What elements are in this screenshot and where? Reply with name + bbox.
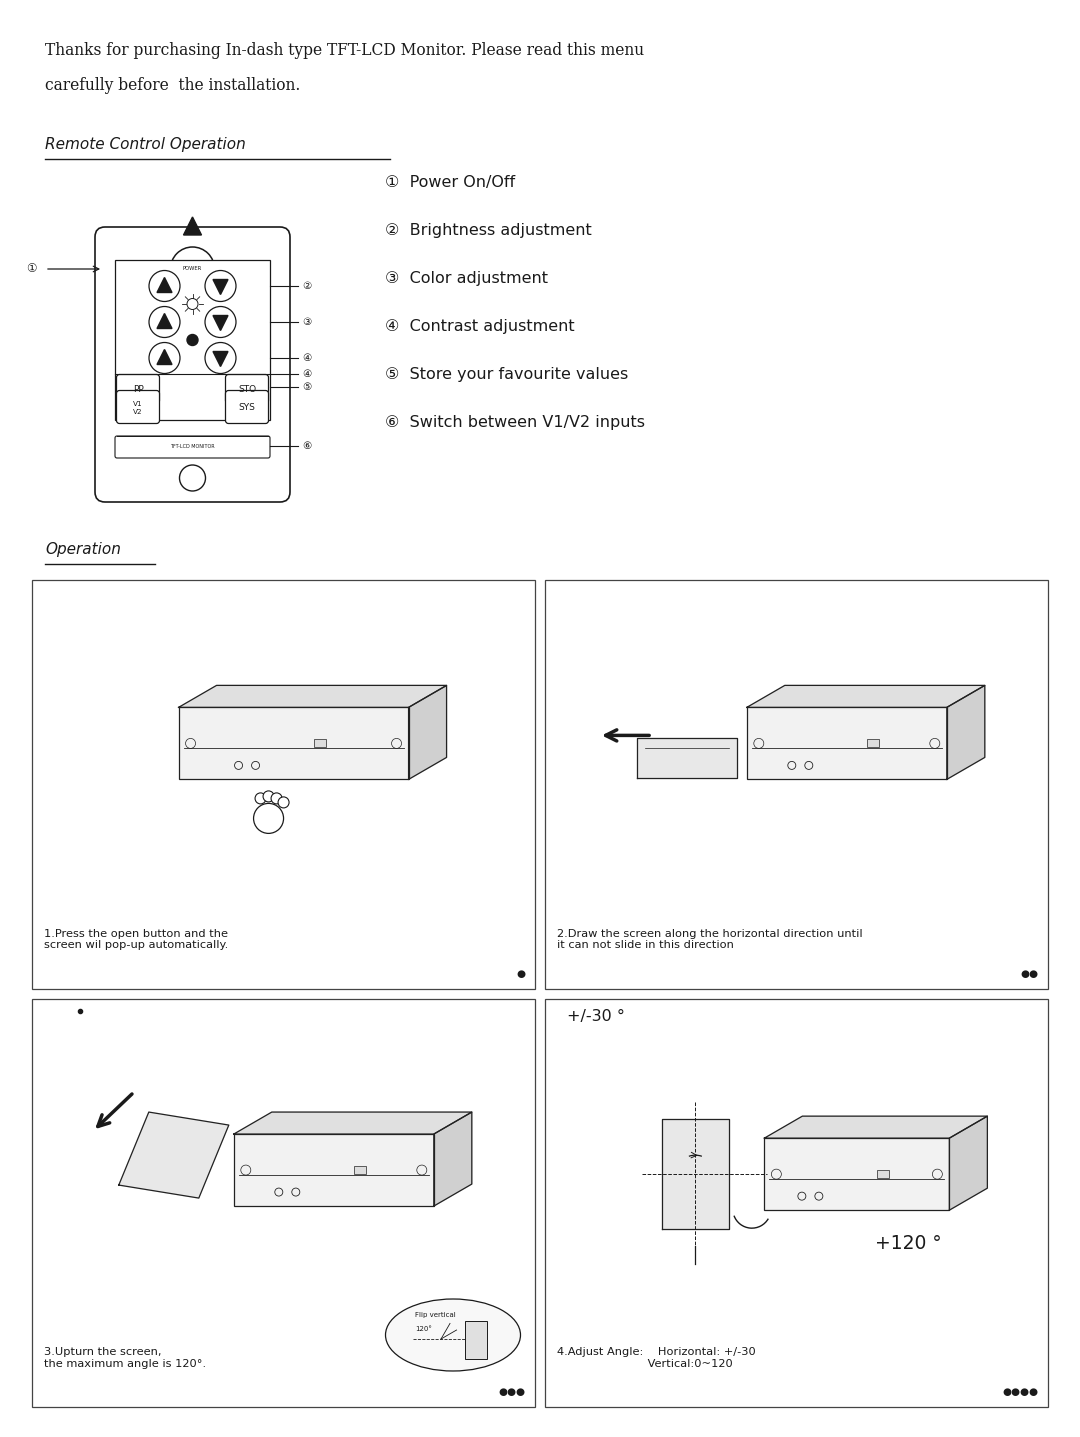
Polygon shape xyxy=(233,1112,472,1134)
Text: ●●●●: ●●●● xyxy=(1002,1387,1038,1397)
Polygon shape xyxy=(157,349,172,365)
Polygon shape xyxy=(213,316,228,331)
Text: ②: ② xyxy=(302,282,311,292)
Text: Thanks for purchasing In-dash type TFT-LCD Monitor. Please read this menu: Thanks for purchasing In-dash type TFT-L… xyxy=(45,42,644,59)
Bar xyxy=(233,1134,434,1206)
Text: ●●●: ●●● xyxy=(498,1387,525,1397)
Bar xyxy=(746,707,947,779)
Text: ③  Color adjustment: ③ Color adjustment xyxy=(384,272,548,286)
Text: Flip vertical: Flip vertical xyxy=(415,1312,456,1318)
Circle shape xyxy=(278,798,289,808)
Bar xyxy=(178,707,408,779)
Text: ④: ④ xyxy=(302,369,311,379)
Text: Operation: Operation xyxy=(45,542,121,558)
Bar xyxy=(765,1138,949,1210)
Polygon shape xyxy=(434,1112,472,1206)
Text: POWER: POWER xyxy=(183,266,202,272)
Text: 120°: 120° xyxy=(415,1326,432,1332)
Text: STO: STO xyxy=(238,385,256,394)
Polygon shape xyxy=(213,352,228,366)
Text: SYS: SYS xyxy=(239,404,256,412)
Text: ①: ① xyxy=(27,263,37,276)
Ellipse shape xyxy=(386,1299,521,1371)
Polygon shape xyxy=(746,685,985,707)
FancyBboxPatch shape xyxy=(226,375,269,404)
Text: TFT-LCD MONITOR: TFT-LCD MONITOR xyxy=(171,444,215,450)
Circle shape xyxy=(255,793,266,803)
Polygon shape xyxy=(637,739,737,779)
Text: 2.Draw the screen along the horizontal direction until
it can not slide in this : 2.Draw the screen along the horizontal d… xyxy=(557,928,863,950)
Text: ②  Brightness adjustment: ② Brightness adjustment xyxy=(384,223,592,239)
Text: PP: PP xyxy=(133,385,144,394)
FancyBboxPatch shape xyxy=(117,375,160,404)
Text: ●: ● xyxy=(516,969,525,979)
Bar xyxy=(313,740,325,747)
Bar xyxy=(867,740,879,747)
Polygon shape xyxy=(119,1112,229,1198)
Bar xyxy=(32,999,535,1407)
Text: V1: V1 xyxy=(133,401,143,407)
Polygon shape xyxy=(408,685,446,779)
Text: ③: ③ xyxy=(302,318,311,328)
Bar xyxy=(877,1170,889,1178)
Polygon shape xyxy=(662,1119,729,1229)
Polygon shape xyxy=(947,685,985,779)
Text: ⑥: ⑥ xyxy=(302,441,311,451)
Polygon shape xyxy=(765,1117,987,1138)
Polygon shape xyxy=(157,277,172,293)
FancyBboxPatch shape xyxy=(226,391,269,424)
Circle shape xyxy=(254,803,284,833)
Polygon shape xyxy=(949,1117,987,1210)
Bar xyxy=(465,1321,487,1359)
Circle shape xyxy=(187,335,198,345)
Text: +/-30 °: +/-30 ° xyxy=(567,1009,625,1023)
FancyBboxPatch shape xyxy=(117,391,160,424)
Polygon shape xyxy=(178,685,446,707)
Polygon shape xyxy=(184,217,202,236)
FancyBboxPatch shape xyxy=(114,435,270,458)
Text: ⑥  Switch between V1/V2 inputs: ⑥ Switch between V1/V2 inputs xyxy=(384,415,645,430)
Bar xyxy=(545,581,1048,989)
Bar xyxy=(354,1165,366,1174)
Text: ⑤: ⑤ xyxy=(302,381,311,391)
Polygon shape xyxy=(213,280,228,295)
Text: ①  Power On/Off: ① Power On/Off xyxy=(384,175,515,190)
Circle shape xyxy=(271,793,282,803)
Text: Remote Control Operation: Remote Control Operation xyxy=(45,137,246,152)
Text: V2: V2 xyxy=(133,410,143,415)
Text: 4.Adjust Angle:    Horizontal: +/-30
                         Vertical:0~120: 4.Adjust Angle: Horizontal: +/-30 Vertic… xyxy=(557,1348,756,1369)
Text: ④  Contrast adjustment: ④ Contrast adjustment xyxy=(384,319,575,333)
FancyBboxPatch shape xyxy=(95,227,291,502)
Text: +120 °: +120 ° xyxy=(875,1234,942,1253)
Circle shape xyxy=(264,790,274,802)
Text: ●●: ●● xyxy=(1020,969,1038,979)
Bar xyxy=(32,581,535,989)
Text: 3.Upturn the screen,
the maximum angle is 120°.: 3.Upturn the screen, the maximum angle i… xyxy=(44,1348,206,1369)
Bar xyxy=(545,999,1048,1407)
Text: ⑤  Store your favourite values: ⑤ Store your favourite values xyxy=(384,366,629,382)
Bar xyxy=(114,260,270,420)
Text: carefully before  the installation.: carefully before the installation. xyxy=(45,78,300,93)
Polygon shape xyxy=(157,313,172,329)
Text: 1.Press the open button and the
screen wil pop-up automatically.: 1.Press the open button and the screen w… xyxy=(44,928,228,950)
Text: ④: ④ xyxy=(302,354,311,364)
